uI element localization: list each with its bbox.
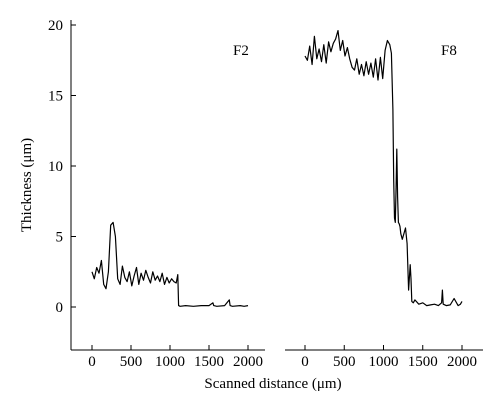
x-tick-label: 2000 xyxy=(233,354,263,370)
x-tick-label: 1500 xyxy=(194,354,224,370)
panel-label-f8: F8 xyxy=(441,43,457,59)
x-tick-label: 500 xyxy=(120,354,143,370)
y-ticks: 0 5 10 15 20 xyxy=(48,18,76,316)
y-axis-title: Thickness (μm) xyxy=(19,138,35,232)
x-ticks: 0 500 1000 1500 2000 0 500 1000 1500 2000 xyxy=(88,345,477,370)
x-tick-label: 0 xyxy=(88,354,96,370)
x-tick-label: 2000 xyxy=(447,354,477,370)
series-layer xyxy=(91,30,463,307)
x-tick-label: 500 xyxy=(333,354,356,370)
panel-f8: F8 xyxy=(285,43,483,351)
panel-label-f2: F2 xyxy=(233,43,249,59)
y-tick-label: 10 xyxy=(48,159,63,175)
x-tick-label: 1000 xyxy=(155,354,185,370)
x-axis-title: Scanned distance (μm) xyxy=(204,376,341,392)
y-tick-label: 20 xyxy=(48,18,63,34)
series-line-f8 xyxy=(304,30,463,307)
panel-f2: F2 xyxy=(70,20,265,351)
series-line-f2 xyxy=(91,221,249,307)
x-tick-label: 1500 xyxy=(408,354,438,370)
y-tick-label: 15 xyxy=(48,89,63,105)
x-tick-label: 0 xyxy=(301,354,309,370)
y-tick-label: 0 xyxy=(56,300,64,316)
y-tick-label: 5 xyxy=(56,230,64,246)
x-tick-label: 1000 xyxy=(369,354,399,370)
